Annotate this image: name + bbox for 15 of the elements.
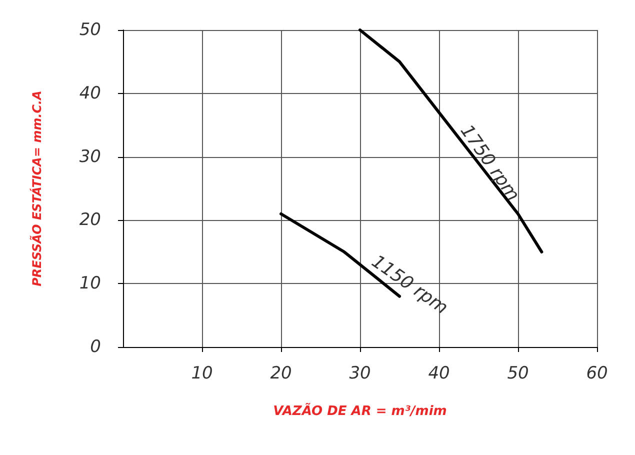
y-tick-label: 30 [79,146,101,167]
x-axis-title: VAZÃO DE AR = m³/mim [273,402,447,419]
x-tick-label: 60 [586,364,608,384]
y-tick-label: 50 [79,20,101,40]
y-tick-label: 40 [79,83,101,104]
x-tick-label: 40 [428,364,450,384]
x-tick-label: 50 [507,364,529,384]
y-tick-label: 10 [79,274,101,294]
y-tick-label: 20 [79,210,101,230]
line-series [358,28,544,254]
x-tick-label: 20 [270,364,292,384]
x-tick-label: 30 [349,364,371,384]
x-tick-label: 10 [191,364,213,384]
y-tick-label: 0 [90,337,101,357]
y-axis-title: PRESSÃO ESTÁTICA= mm.C.A [29,90,44,286]
